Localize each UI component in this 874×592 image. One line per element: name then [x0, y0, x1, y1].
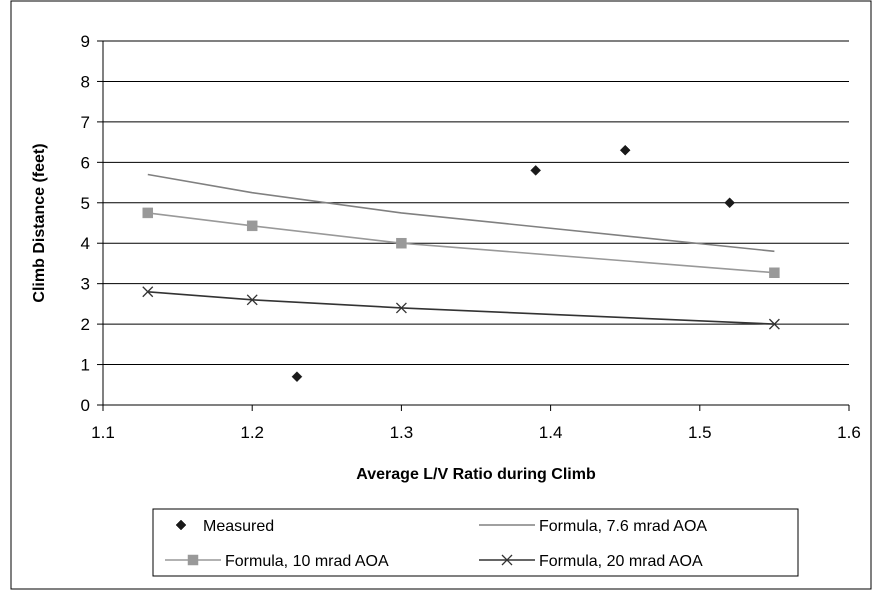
grid-lines [103, 40, 849, 366]
y-axis-title: Climb Distance (feet) [31, 143, 48, 302]
series-0 [291, 144, 735, 383]
series-2-point-1 [246, 220, 258, 232]
legend-label-0: Measured [203, 518, 274, 535]
series-0-point-1 [530, 165, 542, 176]
series-2 [142, 207, 780, 278]
legend-item-2: Formula, 10 mrad AOA [165, 553, 389, 570]
y-tick-label-0: 0 [81, 396, 90, 415]
y-tick-label-7: 7 [81, 113, 90, 132]
y-tick-label-2: 2 [81, 315, 90, 334]
series-1 [147, 173, 775, 253]
y-tick-label-8: 8 [81, 72, 90, 91]
series-3-point-3 [768, 318, 780, 330]
x-tick-label-1: 1.2 [240, 423, 264, 442]
series-3-point-0 [142, 286, 154, 298]
legend-item-1: Formula, 7.6 mrad AOA [479, 518, 707, 535]
legend-label-2: Formula, 10 mrad AOA [225, 553, 389, 570]
x-tick-label-3: 1.4 [539, 423, 563, 442]
axes [97, 40, 850, 411]
series-2-point-3 [769, 267, 780, 278]
series-2-point-0 [142, 207, 154, 219]
y-tick-label-1: 1 [81, 356, 90, 375]
series-0-point-0 [291, 371, 303, 383]
series-0-point-2 [619, 144, 631, 156]
series-3 [142, 286, 780, 330]
legend-marker-0 [175, 519, 187, 531]
legend-marker-3 [501, 554, 513, 566]
legend-item-3: Formula, 20 mrad AOA [479, 553, 703, 570]
x-axis-title: Average L/V Ratio during Climb [356, 466, 596, 483]
x-tick-label-2: 1.3 [390, 423, 414, 442]
series-3-line [147, 291, 775, 325]
x-tick-label-0: 1.1 [91, 423, 115, 442]
series-2-point-2 [396, 237, 407, 249]
y-tick-label-3: 3 [81, 275, 90, 294]
x-tick-labels: 1.1 1.2 1.3 1.4 1.5 1.6 [91, 423, 861, 442]
legend-label-1: Formula, 7.6 mrad AOA [539, 518, 707, 535]
x-tick-label-5: 1.6 [837, 423, 861, 442]
legend-items: Measured Formula, 7.6 mrad AOA Formula, 10… [165, 518, 707, 570]
series-3-point-1 [246, 294, 258, 306]
x-tick-label-4: 1.5 [688, 423, 712, 442]
y-tick-label-5: 5 [81, 194, 90, 213]
y-tick-label-4: 4 [81, 234, 90, 253]
plot-area [103, 41, 849, 405]
series [142, 144, 780, 383]
legend-label-3: Formula, 20 mrad AOA [539, 553, 703, 570]
y-tick-labels: 0 1 2 3 4 5 6 7 8 9 [81, 32, 90, 415]
series-0-point-3 [724, 197, 735, 209]
legend: Measured Formula, 7.6 mrad AOA Formula, 10… [152, 508, 799, 577]
series-1-line [147, 173, 775, 253]
series-3-point-2 [395, 302, 407, 314]
legend-box [152, 508, 799, 577]
legend-marker-2 [187, 554, 199, 566]
series-2-line [147, 212, 775, 274]
y-tick-label-9: 9 [81, 32, 90, 51]
y-tick-label-6: 6 [81, 153, 90, 172]
legend-item-0: Measured [175, 518, 274, 535]
